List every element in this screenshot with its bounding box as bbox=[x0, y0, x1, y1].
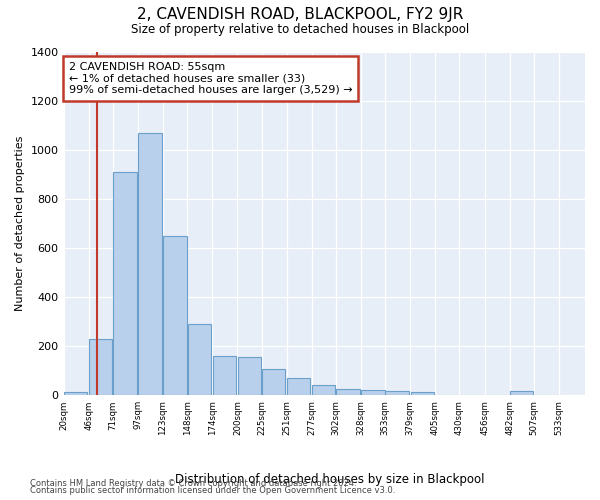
Bar bbox=[287, 378, 310, 396]
Text: 2 CAVENDISH ROAD: 55sqm
← 1% of detached houses are smaller (33)
99% of semi-det: 2 CAVENDISH ROAD: 55sqm ← 1% of detached… bbox=[69, 62, 352, 95]
Bar bbox=[188, 324, 211, 396]
Bar bbox=[361, 390, 385, 396]
Bar bbox=[410, 392, 434, 396]
Bar bbox=[238, 357, 261, 396]
Bar bbox=[336, 389, 359, 396]
Bar bbox=[64, 392, 87, 396]
Text: Contains public sector information licensed under the Open Government Licence v3: Contains public sector information licen… bbox=[30, 486, 395, 495]
Y-axis label: Number of detached properties: Number of detached properties bbox=[15, 136, 25, 311]
Bar bbox=[385, 391, 409, 396]
Bar bbox=[138, 132, 161, 396]
Bar bbox=[113, 172, 137, 396]
Bar bbox=[510, 391, 533, 396]
Bar bbox=[89, 339, 112, 396]
Bar bbox=[212, 356, 236, 396]
Bar bbox=[163, 236, 187, 396]
Text: 2, CAVENDISH ROAD, BLACKPOOL, FY2 9JR: 2, CAVENDISH ROAD, BLACKPOOL, FY2 9JR bbox=[137, 8, 463, 22]
Text: Size of property relative to detached houses in Blackpool: Size of property relative to detached ho… bbox=[131, 22, 469, 36]
Bar bbox=[312, 385, 335, 396]
Text: Contains HM Land Registry data © Crown copyright and database right 2024.: Contains HM Land Registry data © Crown c… bbox=[30, 478, 356, 488]
Text: Distribution of detached houses by size in Blackpool: Distribution of detached houses by size … bbox=[175, 472, 485, 486]
Bar bbox=[262, 368, 285, 396]
